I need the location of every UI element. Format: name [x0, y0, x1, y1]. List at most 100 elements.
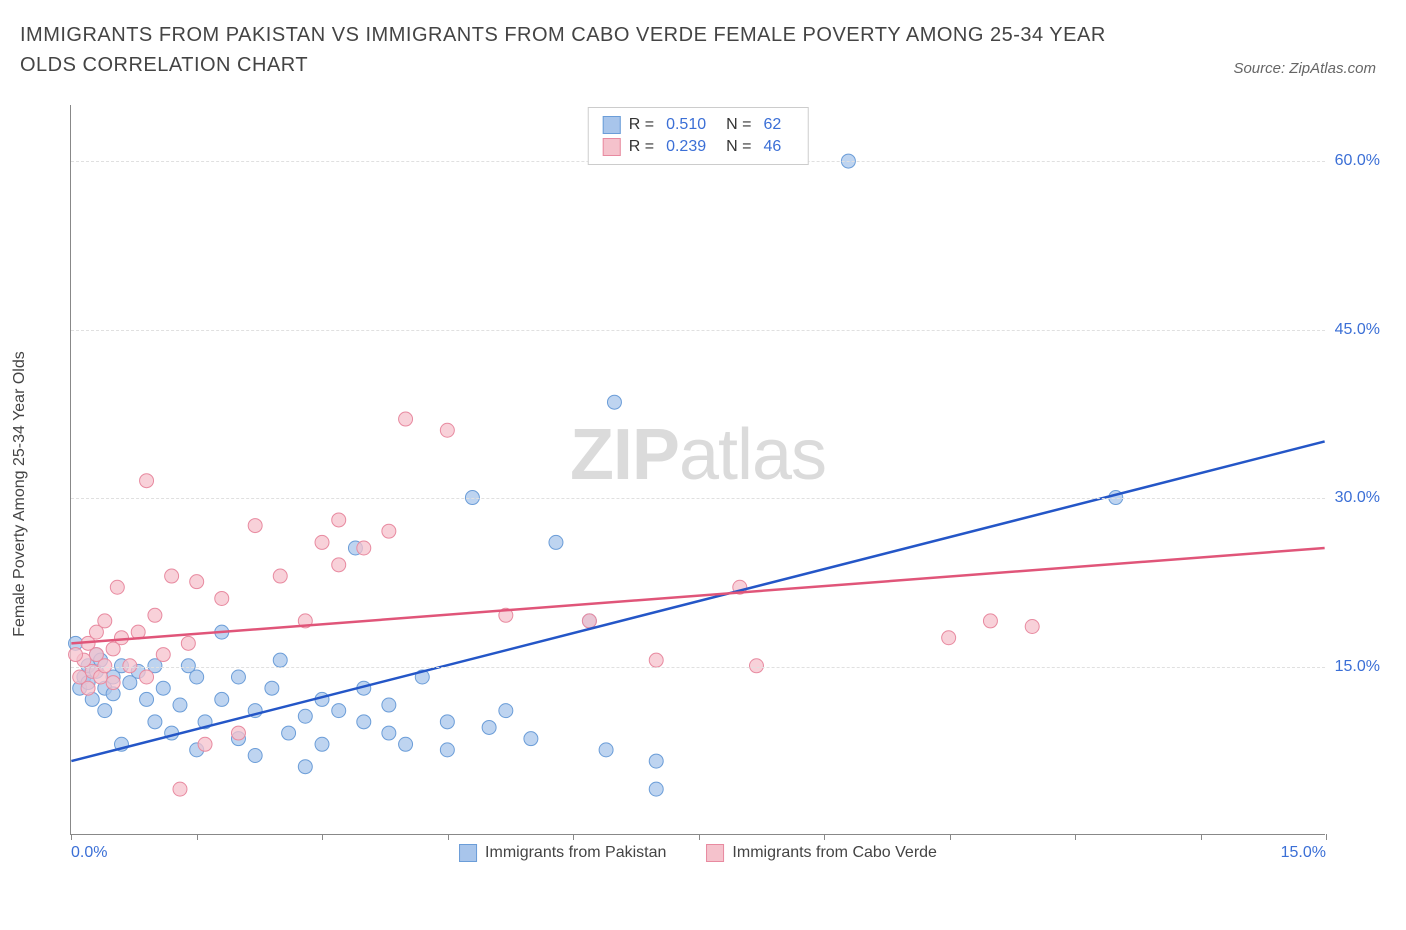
data-point: [110, 580, 124, 594]
legend-stat-row: R = 0.239 N = 46: [603, 136, 794, 158]
data-point: [298, 760, 312, 774]
data-point: [273, 653, 287, 667]
data-point: [382, 726, 396, 740]
data-point: [140, 670, 154, 684]
data-point: [357, 715, 371, 729]
r-value: 0.510: [666, 116, 706, 134]
legend-swatch-icon: [603, 116, 621, 134]
x-tick-label: 15.0%: [1281, 844, 1326, 862]
data-point: [106, 676, 120, 690]
data-point: [165, 569, 179, 583]
data-point: [190, 670, 204, 684]
y-tick-label: 15.0%: [1335, 658, 1380, 676]
data-point: [140, 692, 154, 706]
data-point: [69, 648, 83, 662]
legend-item: Immigrants from Pakistan: [459, 844, 666, 862]
data-point: [248, 749, 262, 763]
data-point: [190, 575, 204, 589]
x-tick: [1201, 834, 1202, 840]
data-point: [332, 704, 346, 718]
data-point: [983, 614, 997, 628]
x-tick: [699, 834, 700, 840]
n-label: N =: [726, 116, 751, 134]
data-point: [440, 743, 454, 757]
n-value: 46: [763, 138, 781, 156]
data-point: [440, 715, 454, 729]
r-label: R =: [629, 138, 654, 156]
data-point: [215, 692, 229, 706]
r-label: R =: [629, 116, 654, 134]
x-tick: [824, 834, 825, 840]
data-point: [649, 782, 663, 796]
legend-label: Immigrants from Cabo Verde: [732, 844, 937, 862]
legend-swatch-icon: [706, 844, 724, 862]
data-point: [140, 474, 154, 488]
y-tick-label: 30.0%: [1335, 489, 1380, 507]
gridline: [71, 330, 1325, 331]
data-point: [599, 743, 613, 757]
x-tick: [71, 834, 72, 840]
data-point: [315, 737, 329, 751]
x-tick: [448, 834, 449, 840]
n-label: N =: [726, 138, 751, 156]
data-point: [248, 519, 262, 533]
r-value: 0.239: [666, 138, 706, 156]
data-point: [298, 709, 312, 723]
data-point: [942, 631, 956, 645]
data-point: [181, 636, 195, 650]
data-point: [173, 782, 187, 796]
legend-stat-row: R = 0.510 N = 62: [603, 114, 794, 136]
legend-item: Immigrants from Cabo Verde: [706, 844, 937, 862]
x-tick: [950, 834, 951, 840]
source-attribution: Source: ZipAtlas.com: [1233, 60, 1376, 77]
y-tick-label: 60.0%: [1335, 152, 1380, 170]
data-point: [215, 591, 229, 605]
x-tick: [1075, 834, 1076, 840]
data-point: [332, 558, 346, 572]
data-point: [198, 737, 212, 751]
legend-swatch-icon: [603, 138, 621, 156]
x-tick: [573, 834, 574, 840]
data-point: [399, 737, 413, 751]
data-point: [399, 412, 413, 426]
data-point: [524, 732, 538, 746]
data-point: [357, 541, 371, 555]
data-point: [231, 726, 245, 740]
data-point: [156, 681, 170, 695]
data-point: [382, 524, 396, 538]
data-point: [148, 715, 162, 729]
chart-container: Female Poverty Among 25-34 Year Olds ZIP…: [50, 105, 1385, 865]
chart-title: IMMIGRANTS FROM PAKISTAN VS IMMIGRANTS F…: [20, 20, 1120, 80]
data-point: [115, 631, 129, 645]
data-point: [649, 754, 663, 768]
data-point: [231, 670, 245, 684]
data-point: [649, 653, 663, 667]
data-point: [382, 698, 396, 712]
data-point: [499, 704, 513, 718]
x-tick: [322, 834, 323, 840]
data-point: [315, 535, 329, 549]
data-point: [1025, 620, 1039, 634]
data-point: [332, 513, 346, 527]
y-axis-label: Female Poverty Among 25-34 Year Olds: [11, 351, 29, 637]
trend-line: [71, 441, 1324, 761]
data-point: [273, 569, 287, 583]
y-tick-label: 45.0%: [1335, 321, 1380, 339]
x-tick: [197, 834, 198, 840]
data-point: [81, 681, 95, 695]
data-point: [98, 704, 112, 718]
data-point: [98, 614, 112, 628]
data-point: [282, 726, 296, 740]
n-value: 62: [763, 116, 781, 134]
data-point: [265, 681, 279, 695]
plot-area: ZIPatlas R = 0.510 N = 62 R = 0.239 N = …: [70, 105, 1325, 835]
data-point: [607, 395, 621, 409]
x-tick: [1326, 834, 1327, 840]
data-point: [148, 608, 162, 622]
data-point: [440, 423, 454, 437]
data-point: [582, 614, 596, 628]
gridline: [71, 498, 1325, 499]
scatter-plot-svg: [71, 105, 1325, 834]
data-point: [173, 698, 187, 712]
legend-label: Immigrants from Pakistan: [485, 844, 666, 862]
